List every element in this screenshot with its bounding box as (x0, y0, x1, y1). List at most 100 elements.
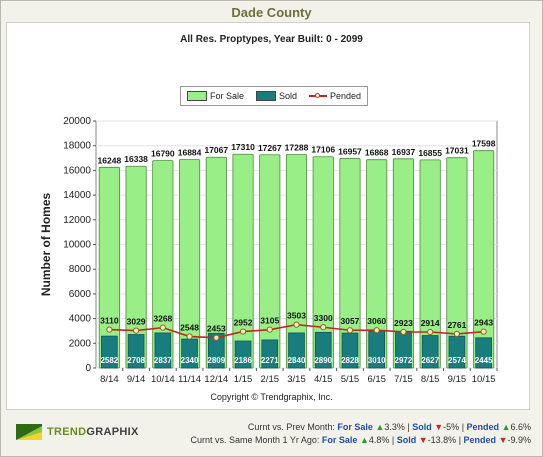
x-tick-label: 8/14 (100, 374, 119, 385)
data-label-pended: 2943 (474, 318, 493, 328)
point-pended (106, 326, 113, 333)
logo-icon (16, 424, 42, 440)
x-tick-label: 9/14 (127, 374, 146, 385)
data-label-for-sale: 16868 (365, 148, 389, 158)
x-tick-label: 10/14 (151, 374, 175, 385)
y-tick-label: 6000 (69, 289, 92, 300)
point-pended (133, 327, 140, 334)
bar-sold (234, 340, 252, 369)
data-label-pended: 3060 (367, 316, 386, 326)
data-label-pended: 3110 (100, 316, 119, 326)
prev-for-sale-change: 3.3% (384, 422, 405, 432)
data-label-pended: 2952 (234, 318, 253, 328)
y-tick-label: 16000 (63, 165, 91, 176)
data-label-for-sale: 16338 (124, 154, 148, 164)
y-tick-label: 10000 (63, 240, 91, 251)
data-label-for-sale: 16855 (418, 148, 442, 158)
data-label-sold: 2890 (314, 356, 332, 365)
x-tick-label: 10/15 (472, 374, 496, 385)
data-label-pended: 2923 (394, 318, 413, 328)
data-label-for-sale: 17031 (445, 146, 469, 156)
data-label-sold: 2809 (207, 356, 225, 365)
x-tick-label: 3/15 (287, 374, 306, 385)
x-tick-label: 4/15 (314, 374, 333, 385)
yoy-sold-change: -13.8% (427, 435, 457, 445)
point-pended (266, 326, 273, 333)
y-tick-label: 4000 (69, 314, 92, 325)
data-label-for-sale: 17106 (311, 145, 335, 155)
chart-subtitle: All Res. Proptypes, Year Built: 0 - 2099 (180, 34, 363, 45)
data-label-sold: 2627 (421, 356, 439, 365)
data-label-pended: 3268 (153, 314, 172, 324)
data-label-sold: 2340 (181, 356, 199, 365)
data-label-for-sale: 17067 (204, 145, 228, 155)
y-tick-label: 14000 (63, 190, 91, 201)
data-label-for-sale: 17288 (285, 142, 309, 152)
bar-sold (475, 337, 492, 369)
bar-for-sale (473, 150, 495, 369)
bar-sold (288, 332, 305, 369)
prev-pended-change: 6.6% (510, 422, 531, 432)
point-pended (346, 327, 354, 334)
trendgraphix-logo: TRENDGRAPHIX (16, 424, 139, 440)
bar-sold (207, 332, 225, 369)
data-label-sold: 2574 (448, 356, 466, 365)
data-label-for-sale: 17310 (231, 142, 255, 152)
point-pended (186, 333, 193, 340)
data-label-sold: 2837 (154, 356, 172, 365)
y-tick-label: 2000 (69, 338, 92, 349)
data-label-sold: 2186 (234, 356, 252, 365)
prev-sold-change: -5% (443, 422, 460, 432)
data-label-for-sale: 16937 (392, 147, 416, 157)
data-label-for-sale: 16957 (338, 147, 362, 157)
data-label-sold: 3010 (368, 356, 386, 365)
legend-label-pended: Pended (329, 91, 361, 101)
point-pended (239, 328, 247, 335)
yoy-for-sale-change: 4.8% (368, 435, 390, 445)
y-tick-label: 8000 (69, 264, 92, 275)
point-pended (293, 321, 300, 328)
x-tick-label: 7/15 (394, 374, 413, 385)
data-label-pended: 2914 (421, 318, 440, 328)
data-label-sold: 2582 (100, 356, 118, 365)
point-pended (480, 328, 487, 335)
data-label-pended: 3057 (341, 316, 360, 326)
copyright-text: Copyright © Trendgraphix, Inc. (210, 392, 333, 402)
x-tick-label: 11/14 (178, 374, 201, 385)
point-pended (453, 330, 460, 338)
footer-yoy-line: Curnt vs. Same Month 1 Yr Ago: For Sale … (190, 435, 531, 445)
y-tick-label: 12000 (63, 215, 91, 226)
x-tick-label: 12/14 (204, 374, 228, 385)
legend-swatch-for-sale (186, 91, 207, 101)
data-label-pended: 3503 (287, 311, 306, 321)
data-label-for-sale: 17598 (472, 139, 496, 149)
logo-text: TRENDGRAPHIX (47, 426, 139, 438)
data-label-sold: 2708 (127, 356, 145, 365)
data-label-sold: 2972 (395, 356, 413, 365)
data-label-sold: 2271 (261, 356, 279, 365)
y-tick-label: 20000 (63, 116, 91, 127)
x-tick-label: 9/15 (448, 374, 467, 385)
legend-item-sold: Sold (255, 91, 297, 101)
yoy-pended-change: -9.9% (507, 435, 531, 445)
data-label-for-sale: 16790 (151, 149, 175, 159)
data-label-pended: 3105 (260, 316, 279, 326)
y-tick-label: 0 (85, 363, 91, 374)
bar-sold (154, 332, 172, 369)
legend-label-for-sale: For Sale (209, 91, 244, 101)
data-label-pended: 3029 (127, 317, 146, 327)
bar-sold (314, 331, 332, 369)
bar-sold (421, 335, 439, 369)
x-tick-label: 8/15 (421, 374, 440, 385)
data-label-sold: 2828 (341, 356, 359, 365)
x-tick-label: 6/15 (367, 374, 386, 385)
point-pended (213, 334, 220, 341)
x-tick-label: 2/15 (261, 374, 280, 385)
point-pended (159, 324, 166, 331)
bar-sold (101, 335, 118, 369)
data-label-for-sale: 16884 (178, 147, 202, 157)
legend-swatch-pended (308, 92, 327, 100)
x-tick-label: 1/15 (234, 374, 253, 385)
data-label-pended: 3300 (314, 313, 333, 323)
